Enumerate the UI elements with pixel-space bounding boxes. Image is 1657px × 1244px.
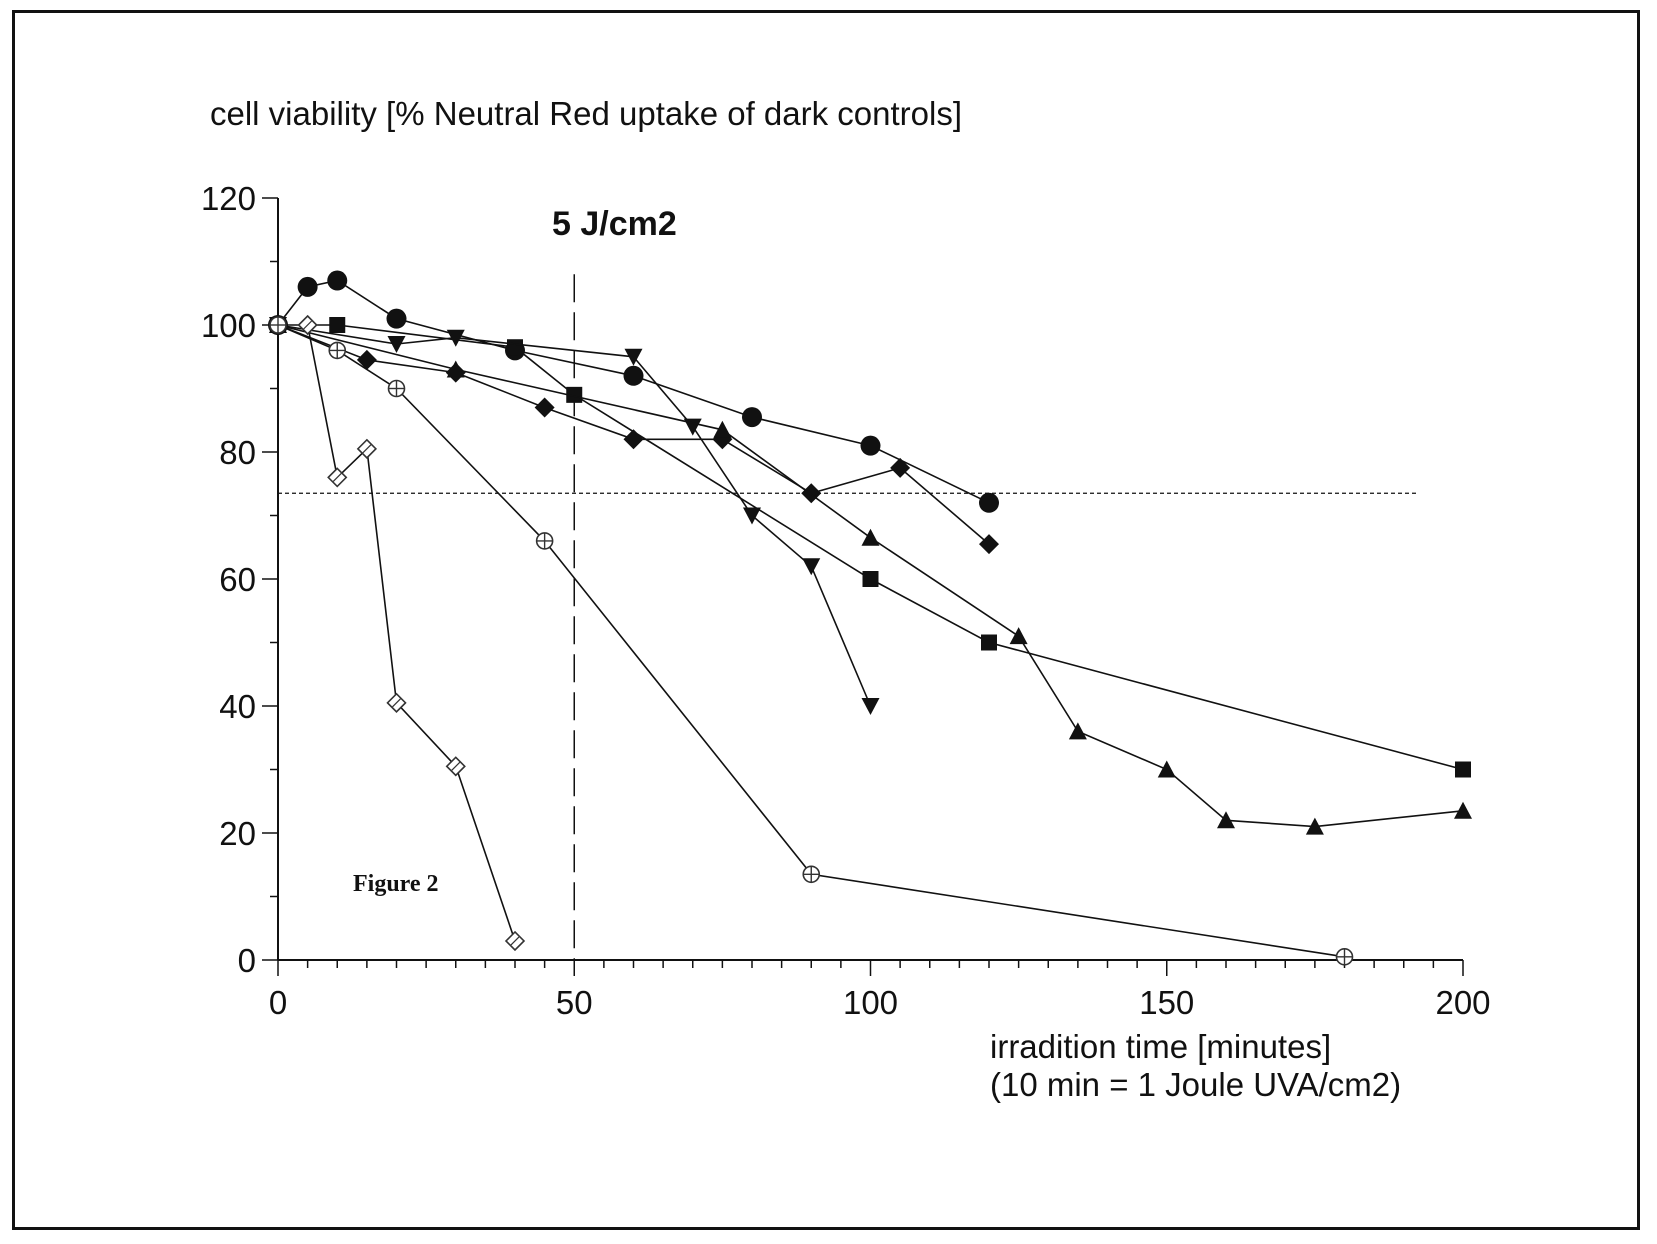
data-point [1009,627,1028,645]
y-tick-label: 40 [219,688,256,725]
series-line [306,324,516,942]
y-tick-label: 60 [219,561,256,598]
data-point [861,698,880,715]
data-point [742,407,762,428]
data-point [329,317,346,333]
data-point [446,360,465,378]
data-point [1454,801,1472,819]
data-point [862,571,879,587]
data-point [566,386,583,403]
series-line [277,324,1345,958]
data-point [386,692,407,713]
data-point [861,528,880,546]
data-point [1068,722,1087,740]
marker-slash [451,761,461,771]
data-point [890,457,911,478]
data-point [356,438,378,459]
x-tick-label: 100 [843,984,898,1021]
data-point [860,435,881,456]
y-tick-label: 80 [219,434,256,471]
series-circle [268,270,999,513]
data-point [387,379,406,398]
marker-slash [303,320,313,330]
data-point [802,558,821,576]
data-point [979,492,999,513]
figure-caption: Figure 2 [353,871,439,897]
marker-slash [510,936,520,946]
y-axis-label: cell viability [% Neutral Red uptake of … [210,95,962,132]
x-axis-label-line2: (10 min = 1 Joule UVA/cm2) [990,1066,1401,1103]
x-tick-label: 200 [1435,984,1490,1021]
data-point [328,341,347,360]
data-point [327,467,348,488]
data-point [297,314,318,336]
data-point [445,756,466,777]
y-tick-label: 20 [219,815,256,852]
marker-slash [392,698,401,708]
series-line [277,324,872,707]
data-point [386,308,407,329]
series-open-diamond [297,314,526,952]
chart-canvas: cell viability [% Neutral Red uptake of … [201,95,1491,1103]
x-axis-label-line1: irradition time [minutes] [990,1028,1331,1065]
marker-slash [362,444,372,454]
x-tick-label: 0 [269,984,287,1021]
series-square [270,317,1471,778]
data-point [981,634,997,651]
x-tick-label: 150 [1139,984,1194,1021]
data-point [269,316,287,334]
data-point [507,339,523,356]
data-point [535,532,554,550]
data-point [1217,811,1235,829]
data-point [743,507,761,525]
x-tick-label: 50 [556,984,593,1021]
data-point [623,429,644,450]
data-point [297,276,318,297]
data-point [446,329,465,347]
data-point [713,420,732,438]
data-point [387,336,406,354]
chart-frame: cell viability [% Neutral Red uptake of … [12,10,1640,1230]
annotation-5jcm2: 5 J/cm2 [552,205,677,243]
data-point [1305,817,1324,835]
data-point [623,365,644,386]
data-point [327,270,348,291]
data-point [624,348,643,366]
data-point [504,930,526,952]
series-line [277,279,990,504]
data-point [1157,760,1176,778]
y-tick-label: 120 [201,180,256,217]
marker-slash [332,472,342,482]
series-line [277,324,1464,828]
series-open-circle-cross [269,316,1354,966]
data-point [1335,948,1354,966]
data-point [802,865,821,884]
y-tick-label: 100 [201,307,256,344]
data-point [356,349,377,370]
data-point [534,397,555,418]
data-point [1455,761,1471,778]
y-tick-label: 0 [238,942,256,979]
data-point [979,534,999,555]
